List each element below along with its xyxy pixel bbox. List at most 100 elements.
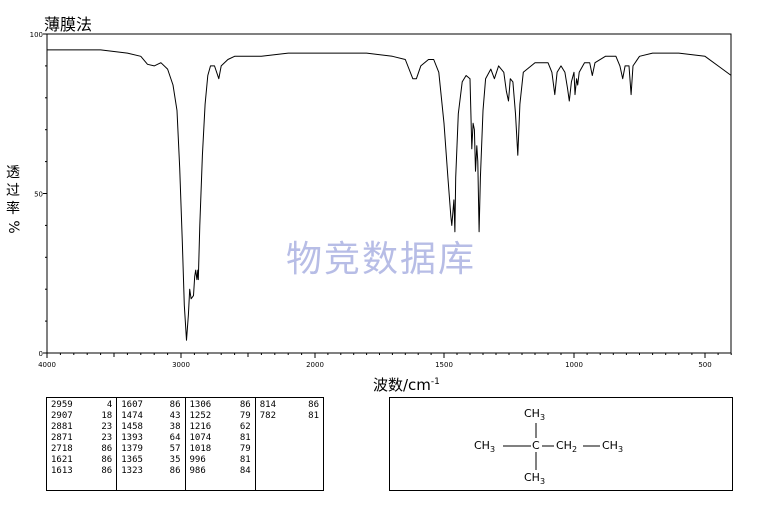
y-axis-title: 透过率% bbox=[4, 164, 22, 236]
peak-row: 1393 64 bbox=[117, 433, 184, 444]
plot-border bbox=[46, 33, 732, 354]
peak-transmittance: 38 bbox=[169, 422, 181, 432]
peak-transmittance: 86 bbox=[101, 444, 113, 454]
peak-row: 1621 86 bbox=[47, 455, 116, 466]
y-tick-label: 50 bbox=[34, 191, 43, 199]
peak-row: 2718 86 bbox=[47, 444, 116, 455]
peak-wavenumber: 1074 bbox=[189, 433, 212, 443]
peak-transmittance: 86 bbox=[101, 466, 113, 476]
peak-wavenumber: 1458 bbox=[121, 422, 143, 432]
y-axis-title-char: 透 bbox=[6, 165, 20, 181]
peak-transmittance: 18 bbox=[101, 411, 113, 421]
peak-row: 2881 23 bbox=[47, 422, 116, 433]
peak-wavenumber: 1607 bbox=[121, 400, 143, 410]
peak-wavenumber: 2959 bbox=[51, 400, 73, 410]
peak-transmittance: 81 bbox=[239, 433, 251, 443]
peak-row: 1252 79 bbox=[186, 411, 255, 422]
peak-transmittance: 86 bbox=[239, 400, 251, 410]
peak-transmittance: 62 bbox=[239, 422, 251, 432]
peak-row: 1613 86 bbox=[47, 466, 116, 477]
peak-wavenumber: 2871 bbox=[51, 433, 73, 443]
peak-row: 1018 79 bbox=[186, 444, 255, 455]
peak-column: 2959 4 2907 18 2881 23 2871 23 2718 86 1621 86 1613 8… bbox=[47, 398, 118, 490]
x-axis-ticks: 4000 3000 2000 1500 1000 500 bbox=[38, 353, 732, 369]
ir-spectrum-chart: 4000 3000 2000 1500 1000 500 0 50 100 bbox=[30, 31, 732, 369]
peak-wavenumber: 986 bbox=[189, 466, 206, 476]
x-tick-label: 3000 bbox=[172, 361, 190, 369]
peak-row: 1607 86 bbox=[117, 400, 184, 411]
structure-panel: CH3 CH3 C CH2 CH3 CH3 bbox=[389, 397, 733, 491]
peak-row: 1216 62 bbox=[186, 422, 255, 433]
plot-frame bbox=[46, 33, 732, 354]
peak-column: 814 86 782 81 bbox=[256, 398, 323, 490]
peak-row: 986 84 bbox=[186, 466, 255, 477]
x-tick-label: 4000 bbox=[38, 361, 56, 369]
structure-bonds bbox=[503, 423, 600, 470]
y-tick-label: 100 bbox=[30, 31, 43, 39]
peak-transmittance: 43 bbox=[169, 411, 181, 421]
chart-title: 薄膜法 bbox=[44, 15, 93, 34]
group-left-methyl: CH3 bbox=[474, 439, 496, 455]
peak-wavenumber: 2907 bbox=[51, 411, 73, 421]
peak-row: 782 81 bbox=[256, 411, 323, 422]
peak-row: 2907 18 bbox=[47, 411, 116, 422]
peak-wavenumber: 1018 bbox=[189, 444, 212, 454]
peak-wavenumber: 1474 bbox=[121, 411, 143, 421]
peak-wavenumber: 1306 bbox=[189, 400, 212, 410]
group-methylene: CH2 bbox=[556, 439, 578, 455]
peak-transmittance: 84 bbox=[239, 466, 251, 476]
peak-row: 2871 23 bbox=[47, 433, 116, 444]
peak-transmittance: 86 bbox=[101, 455, 113, 465]
y-axis-title-char: % bbox=[5, 220, 21, 234]
peak-transmittance: 81 bbox=[239, 455, 251, 465]
x-tick-label: 2000 bbox=[306, 361, 324, 369]
group-top-methyl: CH3 bbox=[524, 407, 546, 423]
watermark: 物竞数据库 bbox=[286, 239, 477, 280]
peak-wavenumber: 1365 bbox=[121, 455, 143, 465]
y-axis-title-char: 率 bbox=[6, 201, 20, 217]
y-tick-label: 0 bbox=[39, 350, 43, 358]
group-right-methyl: CH3 bbox=[602, 439, 624, 455]
peak-transmittance: 4 bbox=[106, 400, 113, 410]
y-axis-ticks: 0 50 100 bbox=[30, 31, 47, 358]
peak-row: 1323 86 bbox=[117, 466, 184, 477]
y-axis-title-char: 过 bbox=[6, 183, 20, 199]
peak-row: 2959 4 bbox=[47, 400, 116, 411]
peak-row: 1474 43 bbox=[117, 411, 184, 422]
peak-transmittance: 64 bbox=[169, 433, 181, 443]
series-group bbox=[47, 49, 732, 341]
peak-table: 2959 4 2907 18 2881 23 2871 23 2718 86 1621 86 1613 8… bbox=[46, 397, 324, 491]
x-tick-label: 1000 bbox=[565, 361, 583, 369]
peak-row: 1306 86 bbox=[186, 400, 255, 411]
peak-wavenumber: 1613 bbox=[51, 466, 73, 476]
peak-row: 1074 81 bbox=[186, 433, 255, 444]
peak-wavenumber: 1393 bbox=[121, 433, 143, 443]
peak-wavenumber: 1252 bbox=[189, 411, 212, 421]
peak-row: 1365 35 bbox=[117, 455, 184, 466]
peak-row: 1379 57 bbox=[117, 444, 184, 455]
peak-column: 1306 86 1252 79 1216 62 1074 81 1018 79 996 81 986 84 bbox=[186, 398, 256, 490]
peak-wavenumber: 2718 bbox=[51, 444, 73, 454]
peak-transmittance: 86 bbox=[308, 400, 319, 410]
x-axis-title: 波数/cm-1 bbox=[373, 376, 440, 394]
peak-transmittance: 23 bbox=[101, 422, 113, 432]
peak-row: 996 81 bbox=[186, 455, 255, 466]
peak-transmittance: 79 bbox=[239, 411, 251, 421]
peak-wavenumber: 782 bbox=[259, 411, 276, 421]
peak-transmittance: 35 bbox=[169, 455, 181, 465]
peak-wavenumber: 1216 bbox=[189, 422, 212, 432]
peak-row: 1458 38 bbox=[117, 422, 184, 433]
group-quaternary-carbon: C bbox=[532, 439, 540, 452]
peak-wavenumber: 1379 bbox=[121, 444, 143, 454]
spectrum-line bbox=[47, 49, 732, 341]
peak-transmittance: 23 bbox=[101, 433, 113, 443]
peak-wavenumber: 2881 bbox=[51, 422, 73, 432]
peak-transmittance: 86 bbox=[169, 400, 181, 410]
peak-transmittance: 79 bbox=[239, 444, 251, 454]
peak-column: 1607 86 1474 43 1458 38 1393 64 1379 57 1365 35 1323… bbox=[117, 398, 186, 490]
peak-wavenumber: 1323 bbox=[121, 466, 143, 476]
peak-transmittance: 86 bbox=[169, 466, 181, 476]
peak-transmittance: 81 bbox=[308, 411, 319, 421]
peak-wavenumber: 814 bbox=[259, 400, 276, 410]
peak-wavenumber: 996 bbox=[189, 455, 206, 465]
